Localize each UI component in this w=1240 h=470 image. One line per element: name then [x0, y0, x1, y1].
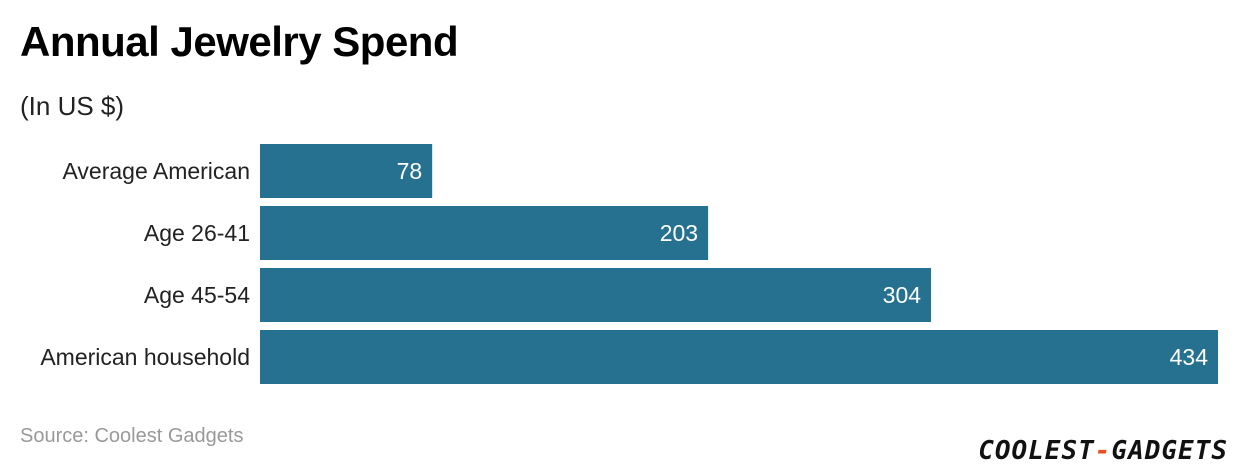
chart-subtitle: (In US $) — [20, 91, 125, 121]
value-label-2: 304 — [883, 282, 922, 308]
bar-2 — [260, 268, 932, 322]
source-note: Source: Coolest Gadgets — [20, 425, 244, 447]
chart-title: Annual Jewelry Spend — [20, 18, 459, 65]
logo-part1: COOLEST — [978, 436, 1095, 466]
value-label-0: 78 — [397, 158, 423, 184]
logo-part2: GADGETS — [1111, 436, 1228, 466]
coolest-gadgets-logo: COOLEST-GADGETS — [978, 436, 1228, 466]
category-label-2: Age 45-54 — [144, 282, 250, 308]
bar-0 — [260, 144, 433, 198]
category-label-1: Age 26-41 — [144, 220, 250, 246]
category-label-0: Average American — [62, 158, 250, 184]
category-label-3: American household — [40, 344, 250, 370]
bar-3 — [260, 330, 1218, 384]
bar-1 — [260, 206, 709, 260]
value-label-1: 203 — [660, 220, 698, 246]
bar-chart: Average American 78 Age 26-41 203 Age 45-54 3… — [40, 144, 1218, 384]
value-label-3: 434 — [1170, 344, 1209, 370]
logo-separator: - — [1094, 436, 1112, 466]
